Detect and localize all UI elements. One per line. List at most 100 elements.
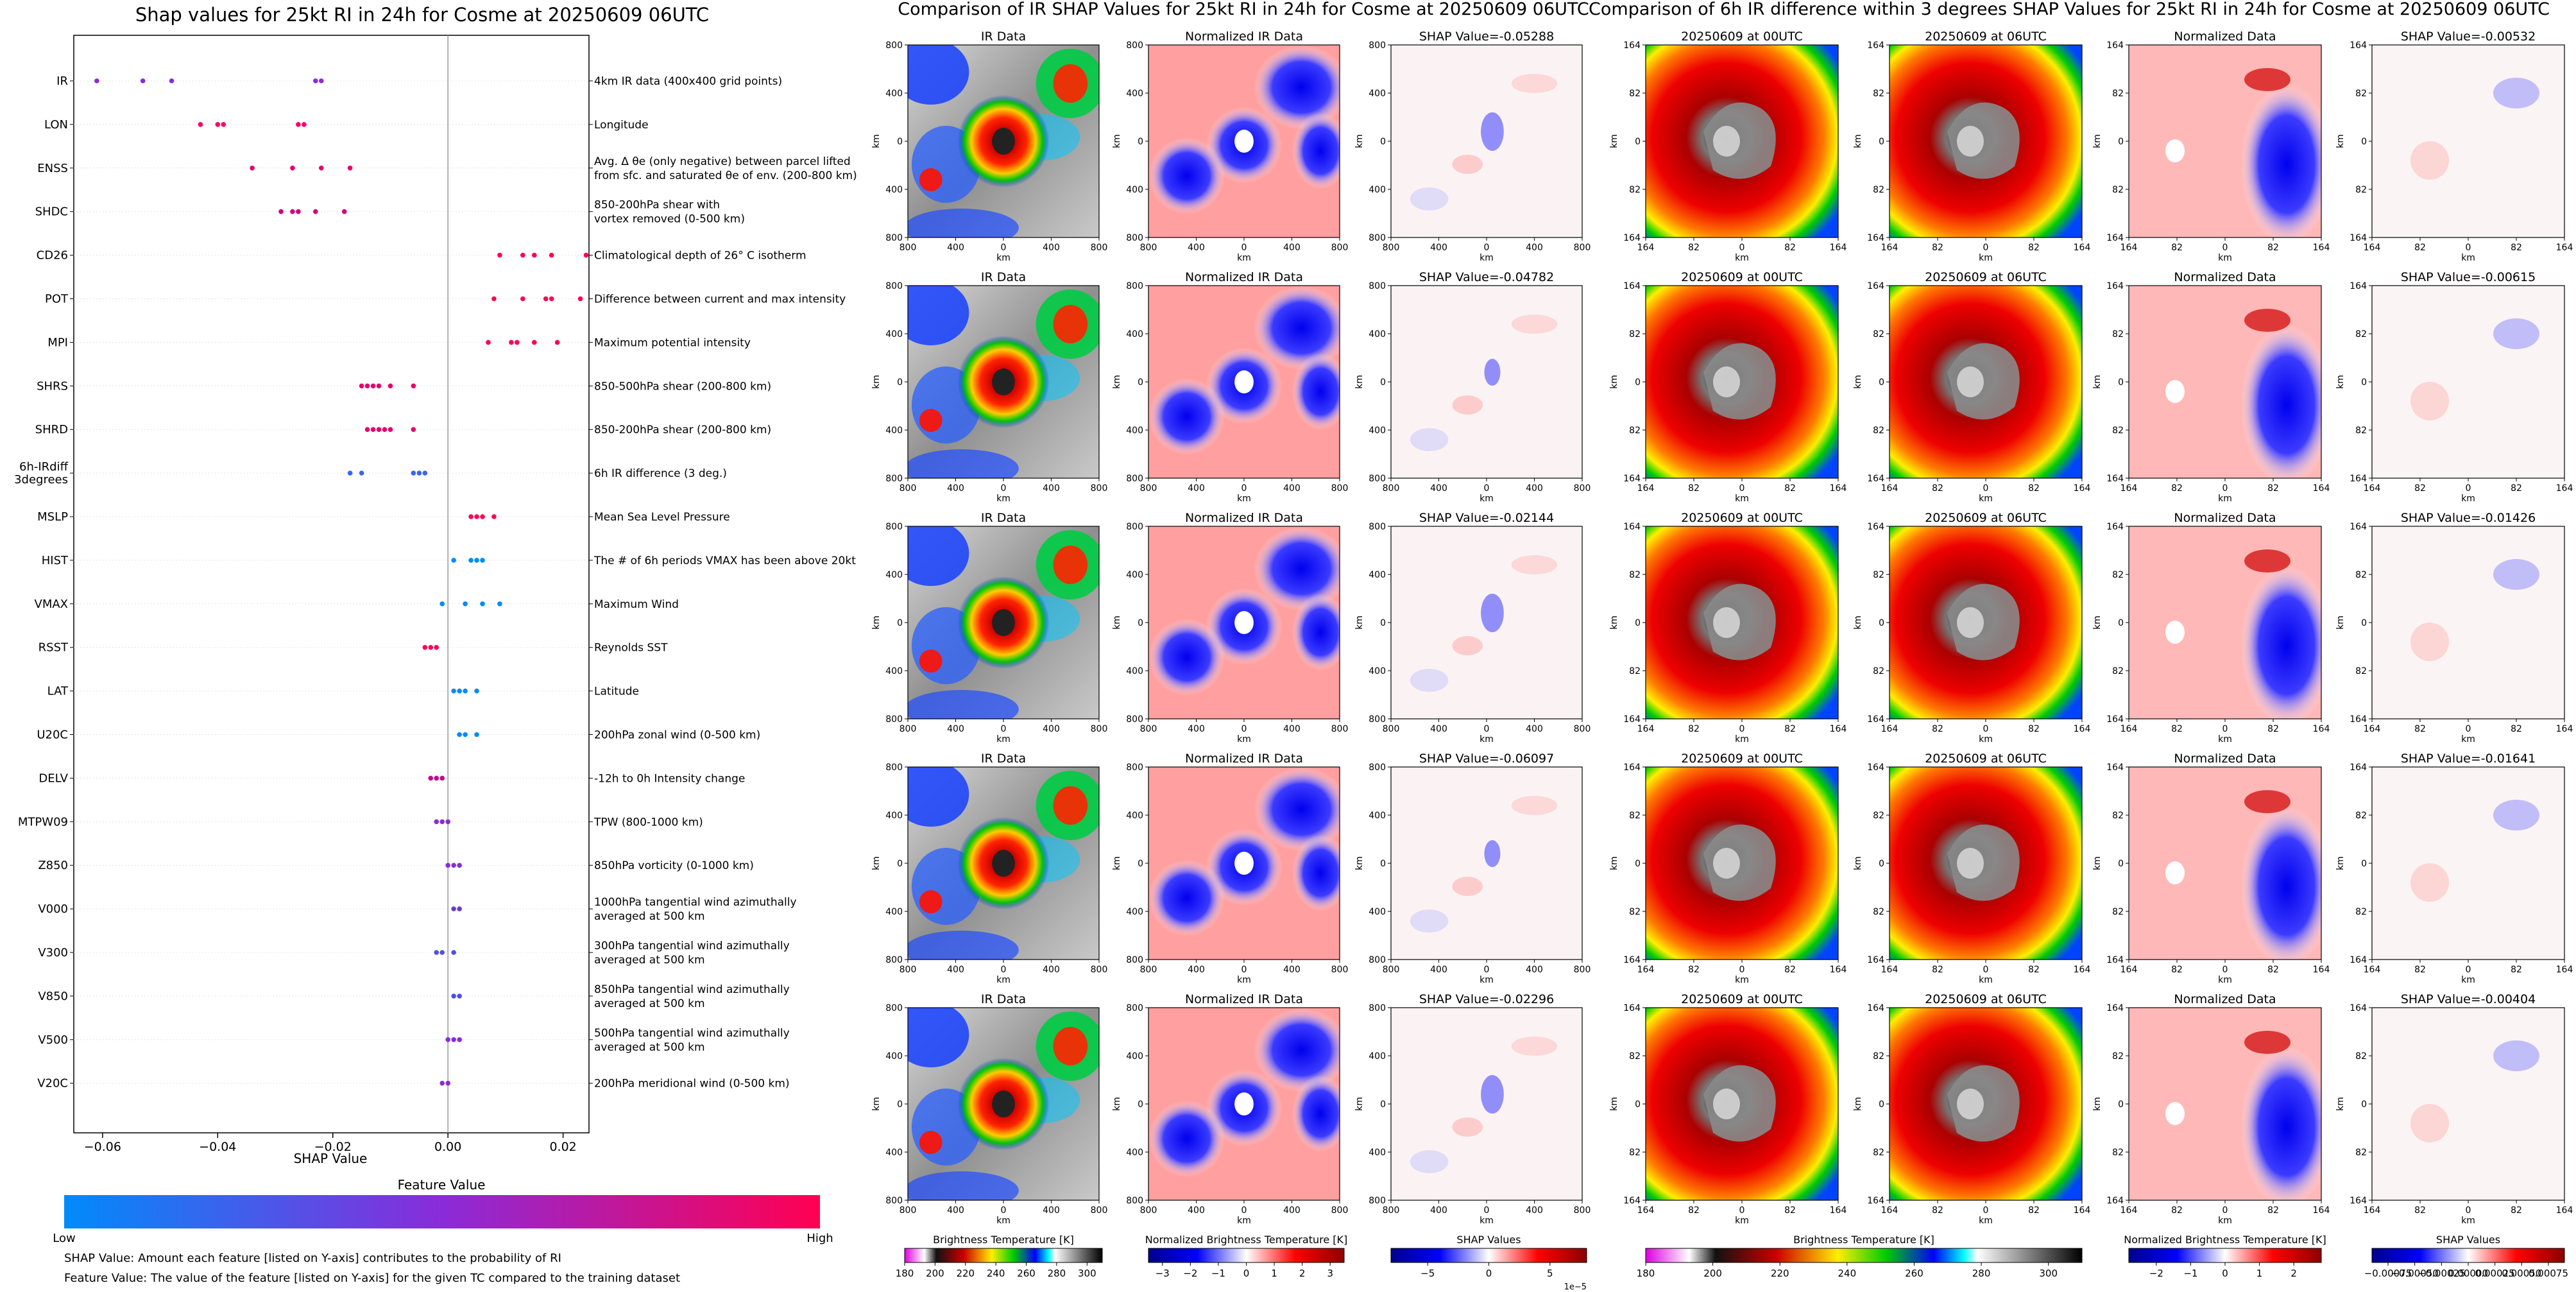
colorbar-tick-label: 0.00025: [2475, 1268, 2515, 1279]
feature-name-label: MSLP: [37, 510, 68, 524]
y-tick-label: 82: [1629, 185, 1641, 195]
panel-title: SHAP Value=-0.00404: [2401, 992, 2536, 1006]
x-tick-label: 164: [2313, 724, 2330, 734]
y-tick-label: 82: [1873, 907, 1884, 917]
colorbar-tick-label: 220: [1771, 1268, 1789, 1279]
x-tick-label: 800: [1383, 1205, 1400, 1216]
x-tick-label: 400: [1283, 965, 1301, 975]
shap-point: [480, 514, 485, 519]
x-tick-label: 82: [2414, 483, 2426, 494]
shap-point: [451, 688, 456, 694]
y-tick-label: 0: [897, 1099, 903, 1110]
y-tick-label: 400: [1126, 570, 1143, 580]
x-axis-label: km: [2461, 734, 2475, 745]
y-tick-label: 800: [1369, 474, 1386, 484]
shap-point: [341, 209, 347, 214]
x-tick-label: 0: [1001, 724, 1007, 734]
shap-point: [388, 427, 393, 432]
colorbar-gradient: [2128, 1248, 2322, 1263]
feature-description-label: Difference between current and max inten…: [594, 293, 846, 306]
y-tick-label: 164: [1867, 955, 1884, 965]
panel-title: 20250609 at 06UTC: [1925, 270, 2047, 284]
y-tick-label: 0: [897, 137, 903, 147]
x-tick-label: 82: [1688, 1205, 1700, 1216]
shapdiff-image: [2372, 767, 2564, 960]
x-tick-label: 82: [2171, 243, 2183, 253]
normdiff-image: [2129, 767, 2321, 960]
y-tick-label: 0: [2118, 137, 2124, 147]
x-tick-label: 164: [2074, 965, 2091, 975]
y-tick-label: 164: [2106, 1196, 2124, 1206]
x-tick-label: 164: [1830, 483, 1847, 494]
y-tick-label: 0: [1380, 859, 1386, 869]
x-tick-label: −0.04: [199, 1140, 236, 1154]
y-tick-label: 400: [1369, 1148, 1386, 1158]
x-tick-label: 800: [1091, 1205, 1108, 1216]
x-tick-label: 800: [1331, 965, 1349, 975]
x-axis-label: km: [996, 734, 1011, 745]
y-axis-label: km: [1853, 1097, 1863, 1111]
feature-name-label: RSST: [38, 641, 69, 655]
x-tick-label: 0: [1241, 724, 1247, 734]
y-tick-label: 82: [2355, 89, 2367, 99]
y-tick-label: 82: [1629, 89, 1641, 99]
x-tick-label: 82: [2267, 965, 2279, 975]
shap-point: [411, 383, 416, 389]
panel-title: SHAP Value=-0.05288: [1419, 30, 1554, 44]
y-tick-label: 800: [885, 1196, 903, 1206]
shap-point: [318, 166, 324, 171]
x-axis-label: km: [1735, 734, 1749, 745]
x-tick-label: 164: [1881, 965, 1898, 975]
y-tick-label: 0: [1635, 137, 1641, 147]
y-axis-label: km: [871, 375, 882, 389]
shapdiff-image: [2372, 286, 2564, 478]
x-tick-label: 164: [2364, 483, 2381, 494]
shap-point: [198, 122, 203, 127]
y-tick-label: 82: [2112, 329, 2124, 340]
y-tick-label: 400: [885, 1051, 903, 1062]
shap-point: [445, 1037, 450, 1042]
y-tick-label: 82: [2112, 185, 2124, 195]
feature-description-label: 850hPa vorticity (0-1000 km): [594, 859, 754, 872]
shap-point: [290, 166, 295, 171]
shap-point: [468, 558, 473, 563]
x-tick-label: 800: [1091, 724, 1108, 734]
x-tick-label: 82: [2028, 243, 2040, 253]
x-tick-label: 400: [1430, 965, 1447, 975]
y-tick-label: 82: [1873, 89, 1884, 99]
feature-name-label: V000: [38, 902, 68, 916]
y-tick-label: 400: [1126, 666, 1143, 676]
x-tick-label: 800: [900, 483, 917, 494]
y-tick-label: 0: [1635, 1099, 1641, 1110]
panel-title: SHAP Value=-0.02296: [1419, 992, 1554, 1006]
y-tick-label: 82: [1873, 666, 1884, 676]
y-tick-label: 0: [1879, 377, 1884, 388]
x-axis-label: km: [2218, 1216, 2232, 1226]
x-tick-label: 82: [2028, 965, 2040, 975]
feature-description-label: averaged at 500 km: [594, 910, 705, 923]
colorbar-tick-label: 200: [926, 1268, 944, 1279]
x-axis-label: km: [2461, 253, 2475, 263]
shap-point: [549, 252, 554, 258]
shap-point: [480, 558, 485, 563]
ir-image: [908, 286, 1099, 478]
colorbar-tick-label: 280: [1048, 1268, 1066, 1279]
x-axis-label: km: [996, 253, 1011, 263]
shap-point: [376, 427, 382, 432]
x-tick-label: 400: [1283, 483, 1301, 494]
x-tick-label: 164: [1637, 243, 1655, 253]
panel-title: IR Data: [981, 30, 1026, 44]
x-tick-label: 82: [2267, 1205, 2279, 1216]
panel-title: 20250609 at 06UTC: [1925, 752, 2047, 766]
feature-description-label: 6h IR difference (3 deg.): [594, 467, 727, 480]
shap-point: [215, 122, 221, 127]
feature-name-label: SHDC: [35, 205, 68, 219]
y-tick-label: 400: [1126, 89, 1143, 99]
feature-description-label: Climatological depth of 26° C isotherm: [594, 250, 806, 263]
y-tick-label: 164: [2106, 281, 2124, 291]
x-tick-label: 164: [1830, 243, 1847, 253]
x-tick-label: 82: [1688, 243, 1700, 253]
y-tick-label: 164: [1867, 474, 1884, 484]
shap-point: [577, 296, 583, 302]
x-axis-label: km: [996, 975, 1011, 985]
